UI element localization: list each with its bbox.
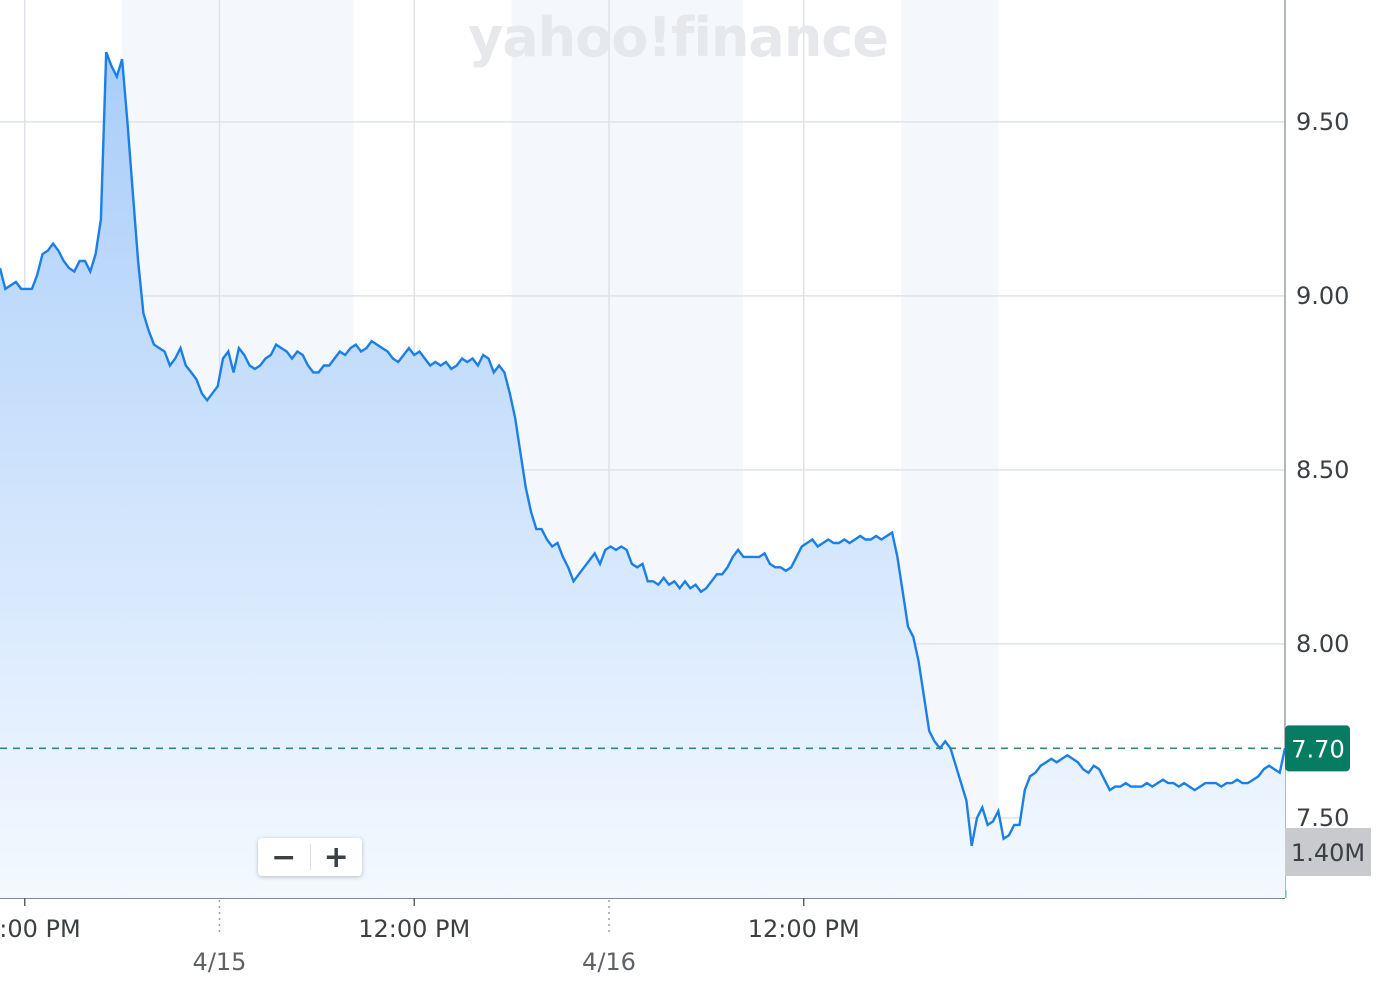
volume-max-value: 1.40M [1291,839,1365,867]
zoom-in-button[interactable]: + [323,839,349,875]
y-axis: 9.50 9.00 8.50 8.00 7.50 [1296,108,1349,832]
current-price-badge-box [1285,725,1350,772]
y-tick-label: 7.50 [1296,804,1349,832]
zoom-divider [309,844,311,870]
x-time-label: 12:00 PM [748,915,860,943]
y-tick-label: 8.50 [1296,456,1349,484]
x-time-label: 12:00 PM [358,915,470,943]
price-area-fill [0,52,1285,898]
current-price-value: 7.70 [1291,735,1344,763]
volume-badge: 1.40M [1285,828,1371,876]
zoom-out-button[interactable]: − [271,839,297,875]
current-price-badge: 7.70 [1285,725,1350,772]
zoom-control: − + [258,838,362,876]
x-time-label: 12:00 PM [0,915,81,943]
volume-badge-box [1285,828,1371,876]
x-date-label: 4/15 [193,948,247,976]
y-tick-label: 8.00 [1296,630,1349,658]
price-line [0,51,1287,847]
y-tick-label: 9.50 [1296,108,1349,136]
yahoo-finance-watermark: yahoo!finance [468,6,888,69]
y-tick-label: 9.00 [1296,282,1349,310]
x-date-label: 4/16 [582,948,636,976]
